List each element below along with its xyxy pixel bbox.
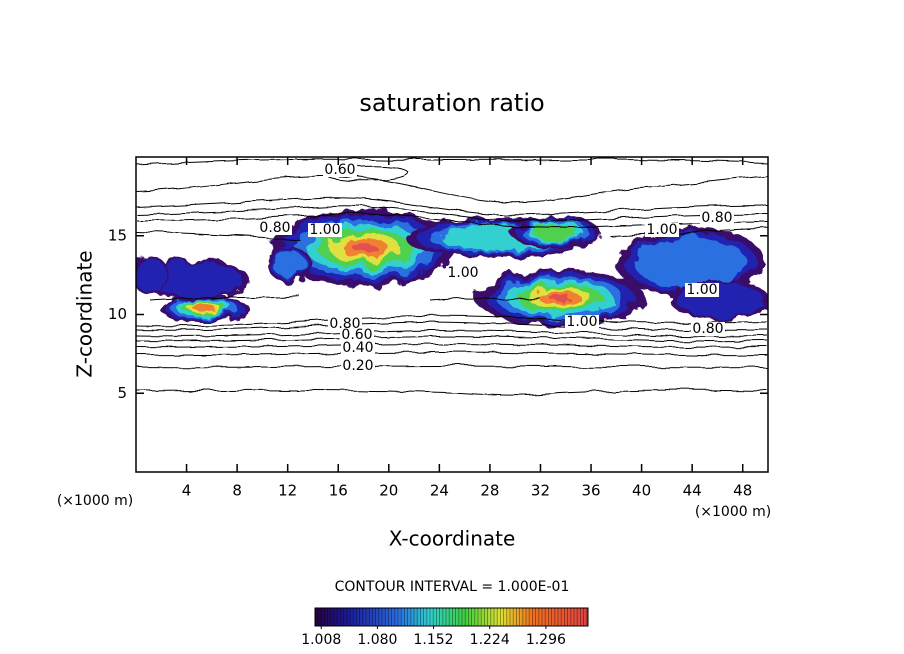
saturation-band	[549, 294, 571, 302]
contour-lines	[136, 158, 768, 396]
x-tick-label: 40	[632, 482, 651, 500]
contour-label: 1.00	[309, 222, 340, 238]
y-unit: (×1000 m)	[57, 493, 133, 509]
x-tick-label: 4	[182, 482, 192, 500]
x-tick-label: 36	[581, 482, 600, 500]
contour-label-bg	[691, 322, 725, 336]
field	[136, 210, 768, 326]
colorbar-tick-label: 1.008	[301, 632, 341, 648]
colorbar-tick-label: 1.296	[526, 632, 566, 648]
x-tick-label: 24	[430, 482, 449, 500]
x-tick-label: 32	[531, 482, 550, 500]
x-tick-label: 44	[683, 482, 702, 500]
colorbar-frame	[314, 607, 589, 627]
x-tick-label: 16	[329, 482, 348, 500]
contour-label-bg	[685, 283, 719, 297]
contour-label-bg	[565, 315, 599, 329]
contour-label-bg	[323, 163, 357, 177]
contour-label: 0.80	[692, 321, 723, 337]
contour-label-bg	[308, 223, 342, 237]
contour-label-bg	[340, 328, 374, 342]
x-tick-label: 12	[278, 482, 297, 500]
saturation-band	[146, 262, 244, 298]
contour-label: 0.60	[324, 162, 355, 178]
saturation-band	[532, 224, 578, 240]
y-tick-label: 10	[108, 305, 127, 323]
contour-label: 0.80	[259, 220, 290, 236]
x-axis-label: X-coordinate	[389, 527, 516, 551]
contour-label: 1.00	[566, 314, 597, 330]
contour-label-bg	[645, 223, 679, 237]
colorbar-gradient	[315, 608, 588, 626]
contour-label-bg	[446, 266, 480, 280]
saturation-band	[633, 235, 747, 289]
contour-label: 0.20	[342, 358, 373, 374]
saturation-band	[353, 243, 377, 253]
y-axis-label: Z-coordinate	[73, 250, 97, 377]
saturation-band	[136, 257, 166, 293]
colorbar-tick-label: 1.224	[470, 632, 510, 648]
saturation-band	[273, 251, 307, 279]
colorbar-tick-label: 1.080	[357, 632, 397, 648]
contour-label-bg	[341, 359, 375, 373]
y-tick-label: 5	[117, 384, 127, 402]
x-tick-label: 48	[733, 482, 752, 500]
x-tick-label: 8	[232, 482, 242, 500]
contour-label-bg	[258, 221, 292, 235]
x-tick-label: 20	[379, 482, 398, 500]
chart-title: saturation ratio	[359, 89, 544, 117]
contour-label: 0.60	[341, 327, 372, 343]
contour-label: 0.80	[701, 210, 732, 226]
colorbar-tick-label: 1.152	[414, 632, 454, 648]
contour-label-bg	[700, 211, 734, 225]
contour-label-bg	[328, 317, 362, 331]
colorbar: 1.008 1.080 1.152 1.224 1.296	[301, 607, 589, 648]
contour-labels: 0.600.80 1.000.801.001.001.001.000.800.80…	[258, 162, 734, 374]
x-unit: (×1000 m)	[695, 504, 771, 520]
supersaturated-regions	[136, 210, 768, 326]
contour-label: 1.00	[447, 265, 478, 281]
x-tick-label: 28	[480, 482, 499, 500]
contour-interval: CONTOUR INTERVAL = 1.000E-01	[335, 579, 570, 595]
contour-label: 1.00	[646, 222, 677, 238]
contour-label-bg	[341, 341, 375, 355]
saturation-band	[193, 305, 217, 313]
y-tick-label: 15	[108, 226, 127, 244]
contour-label: 1.00	[686, 282, 717, 298]
contour-label: 0.40	[342, 340, 373, 356]
